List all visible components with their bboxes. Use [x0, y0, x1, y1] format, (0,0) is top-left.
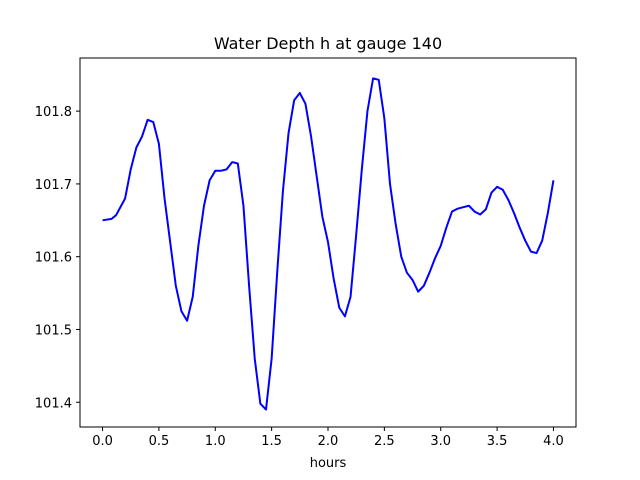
x-tick-label: 0.5 [149, 434, 170, 449]
x-tick-label: 3.0 [430, 434, 451, 449]
y-tick-label: 101.7 [35, 178, 72, 193]
x-tick-label: 0.0 [92, 434, 113, 449]
x-tick-label: 2.0 [318, 434, 339, 449]
y-tick-label: 101.8 [35, 105, 72, 120]
x-axis: 0.0 0.5 1.0 1.5 2.0 2.5 3.0 3.5 4.0 [92, 427, 564, 449]
x-tick-label: 3.5 [487, 434, 508, 449]
y-axis: 101.4 101.5 101.6 101.7 101.8 [35, 105, 80, 411]
x-tick-label: 4.0 [543, 434, 564, 449]
x-tick-label: 2.5 [374, 434, 395, 449]
y-tick-label: 101.6 [35, 251, 72, 266]
series-line-0 [102, 77, 555, 411]
x-axis-label: hours [310, 456, 347, 471]
chart-title: Water Depth h at gauge 140 [214, 34, 442, 53]
x-tick-label: 1.0 [205, 434, 226, 449]
series-layer [102, 77, 555, 411]
y-tick-label: 101.4 [35, 396, 72, 411]
y-tick-label: 101.5 [35, 323, 72, 338]
x-tick-label: 1.5 [261, 434, 282, 449]
